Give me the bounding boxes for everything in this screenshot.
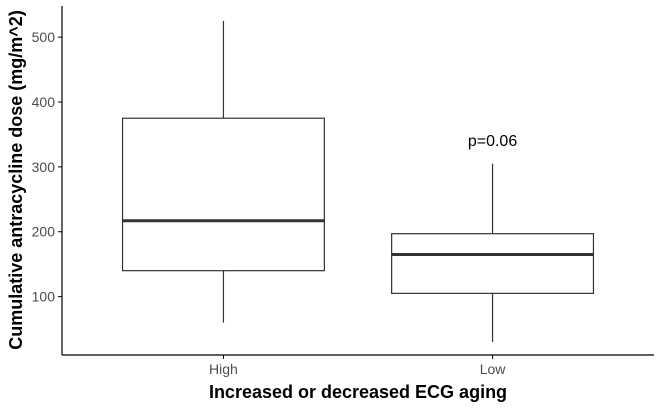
iqr-box-low [391,233,595,294]
iqr-box-high [121,117,325,272]
box-low [391,163,595,343]
y-tick-label: 300 [32,159,56,175]
plot-area [121,20,595,343]
y-axis-title: Cumulative antracycline dose (mg/m^2) [6,10,26,350]
y-tick-label: 100 [32,289,56,305]
y-tick-label: 200 [32,224,56,240]
y-axis-ticks: 100 200 300 400 500 [32,29,62,305]
x-axis-ticks: High Low [209,355,506,377]
y-tick-label: 400 [32,94,56,110]
y-tick-label: 500 [32,29,56,45]
x-tick-label: High [209,361,238,377]
x-axis-title: Increased or decreased ECG aging [209,382,507,402]
box-high [121,20,325,323]
p-value-annotation: p=0.06 [468,133,517,150]
x-tick-label: Low [480,361,507,377]
